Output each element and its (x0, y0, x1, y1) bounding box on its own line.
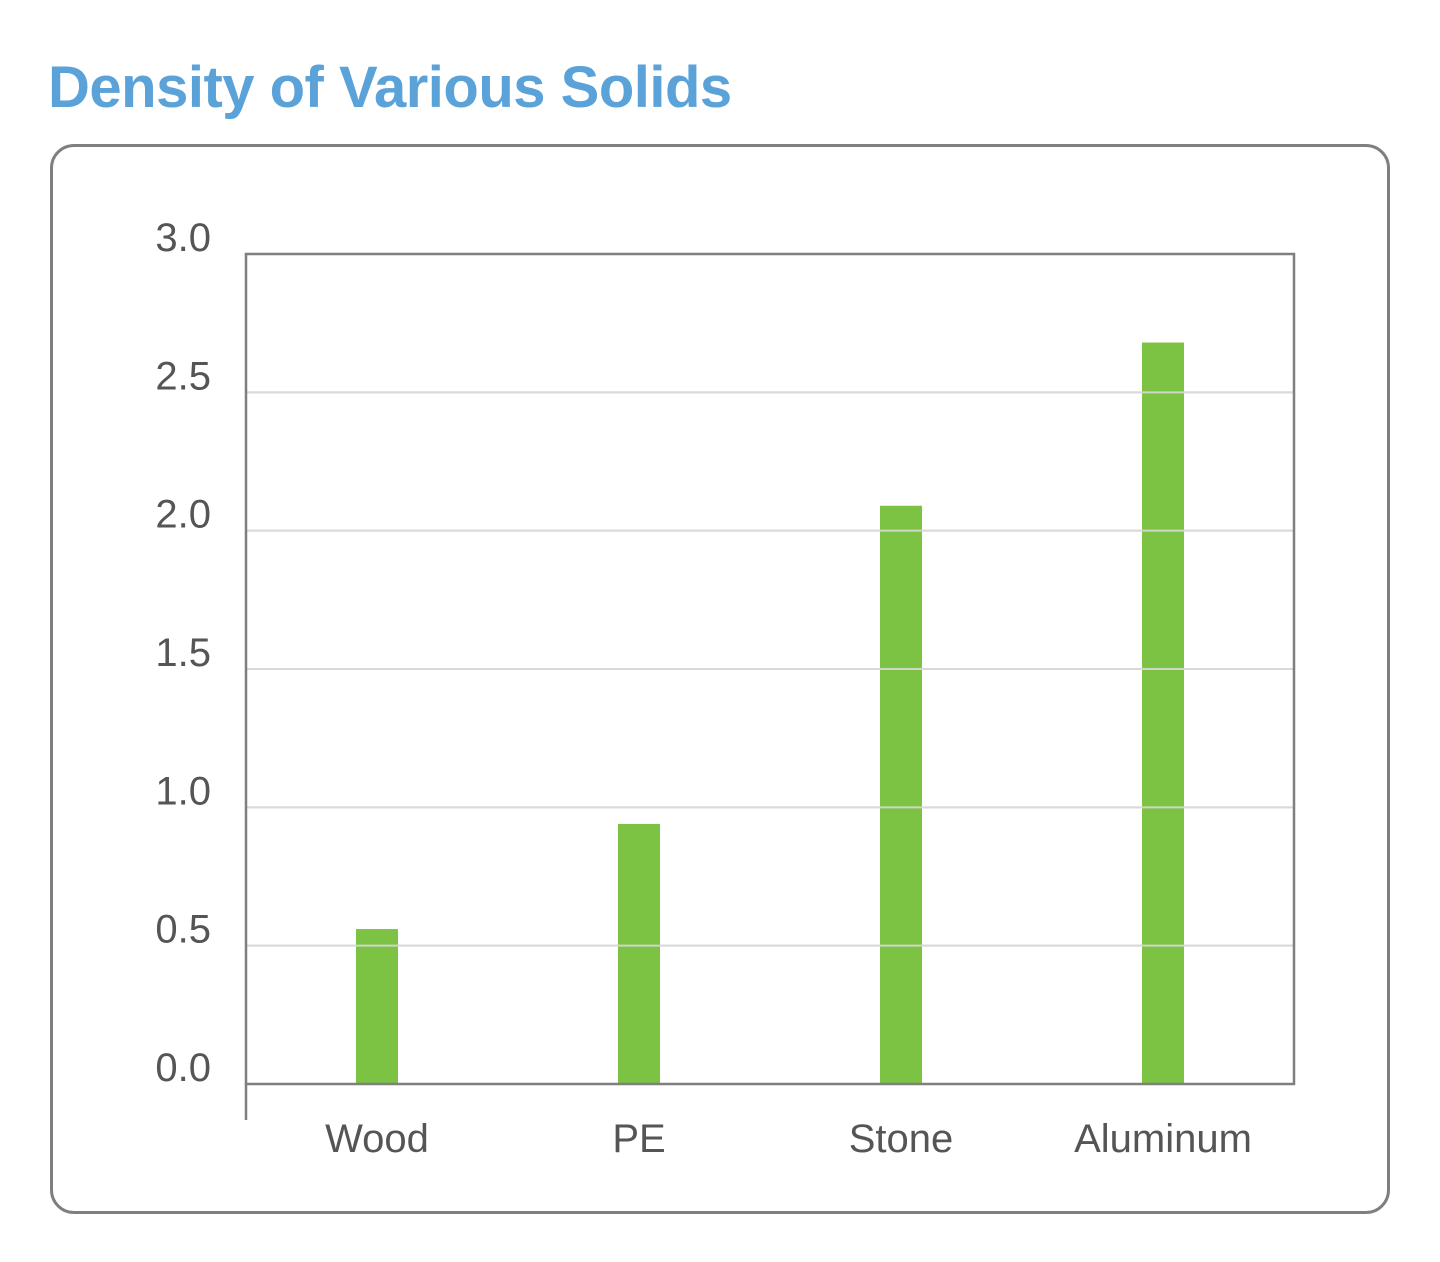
y-tick-label: 3.0 (155, 216, 211, 260)
x-category-label: PE (612, 1117, 665, 1161)
y-tick-label: 1.0 (155, 769, 211, 813)
plot-border (244, 252, 1296, 1086)
x-axis-category-labels: Wood PE Stone Aluminum (325, 1117, 1252, 1161)
y-tick-label: 2.0 (155, 493, 211, 537)
y-tick-label: 1.5 (155, 631, 211, 675)
bars (246, 342, 1294, 1084)
y-tick-label: 0.5 (155, 908, 211, 952)
plot-area-axes (244, 252, 1296, 1120)
bar-aluminum (1142, 342, 1184, 1084)
y-axis-tick-labels: 0.0 0.5 1.0 1.5 2.0 2.5 3.0 (155, 216, 211, 1090)
x-category-label: Aluminum (1074, 1117, 1252, 1161)
bar-stone (880, 505, 922, 1084)
x-category-label: Stone (849, 1117, 954, 1161)
bar-wood (356, 929, 398, 1084)
chart-title: Density of Various Solids (48, 55, 732, 120)
y-tick-label: 2.5 (155, 354, 211, 398)
bar-pe (618, 823, 660, 1084)
y-tick-label: 0.0 (155, 1046, 211, 1090)
x-category-label: Wood (325, 1117, 429, 1161)
